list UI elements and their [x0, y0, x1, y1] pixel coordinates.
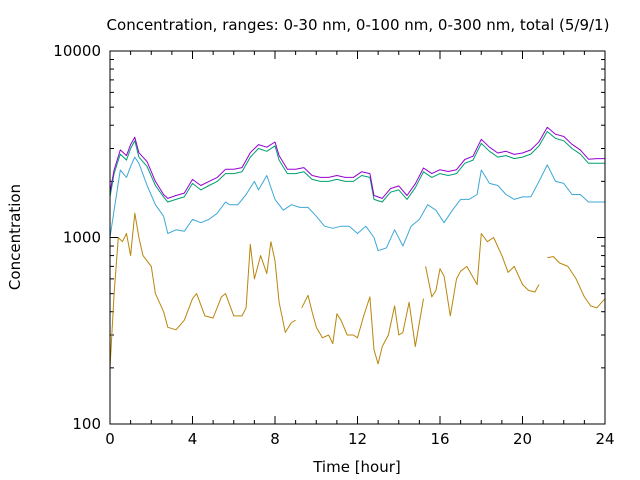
x-tick-label: 24: [595, 430, 614, 448]
axis-tick-labels: 0 4 8 12 16 20 24 100 1000 10000: [53, 42, 614, 448]
chart-title: Concentration, ranges: 0-30 nm, 0-100 nm…: [107, 16, 610, 34]
x-tick-label: 0: [105, 430, 115, 448]
axis-ticks: [109, 50, 606, 425]
series-line-4: [109, 126, 605, 199]
x-tick-label: 16: [430, 430, 449, 448]
series-line-1: [109, 212, 296, 368]
series-line-1: [301, 294, 424, 365]
y-tick-label: 1000: [63, 229, 101, 247]
series-line-2: [109, 156, 605, 252]
series-line-1: [425, 233, 540, 317]
x-axis-label: Time [hour]: [312, 458, 401, 476]
y-tick-label: 100: [72, 415, 101, 433]
y-axis-label: Concentration: [6, 184, 24, 290]
plot-frame: [109, 50, 606, 425]
x-tick-label: 4: [188, 430, 198, 448]
x-tick-label: 12: [348, 430, 367, 448]
x-tick-label: 8: [270, 430, 280, 448]
x-tick-label: 20: [513, 430, 532, 448]
data-series: [109, 126, 606, 368]
series-line-3: [109, 131, 605, 203]
y-tick-label: 10000: [53, 42, 101, 60]
series-line-1: [547, 256, 606, 309]
